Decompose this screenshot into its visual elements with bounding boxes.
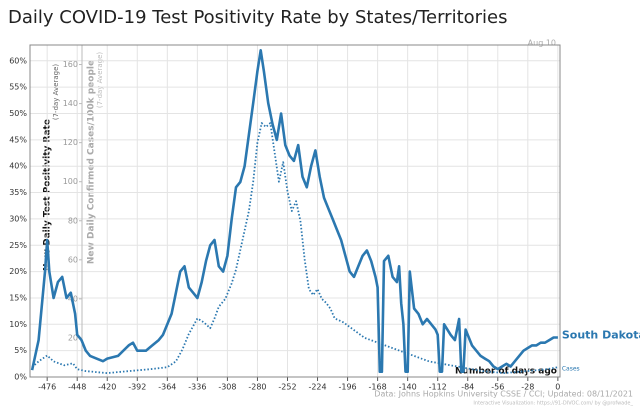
y2-tick-label: 120 — [63, 138, 78, 147]
y-tick-label: 35% — [9, 188, 27, 197]
y-tick-label: 45% — [9, 135, 27, 144]
x-tick-label: -252 — [278, 383, 296, 392]
series-line — [30, 49, 558, 373]
source: Data: Johns Hopkins University CSSE / CC… — [374, 390, 633, 399]
y2-tick-label: 100 — [63, 177, 78, 186]
y2-axis-note: (7-day Average) — [96, 52, 104, 109]
series-label: South Dakota — [562, 328, 640, 341]
plot-frame — [29, 44, 561, 378]
y2-axis-title: New Daily Confirmed Cases/100k people — [87, 60, 97, 264]
x-tick-label: -140 — [399, 383, 417, 392]
chart-title: Daily COVID-19 Test Positivity Rate by S… — [8, 7, 508, 28]
y-tick-label: 25% — [9, 241, 27, 250]
credit: Interactive Visualization: https://91-DI… — [473, 401, 633, 407]
x-tick-label: -28 — [521, 383, 534, 392]
y2-tick-label: 20 — [68, 333, 78, 342]
y-tick-label: 20% — [9, 267, 27, 276]
x-tick-label: -224 — [308, 383, 326, 392]
y2-tick-label: 160 — [63, 60, 78, 69]
x-tick-label: -336 — [188, 383, 206, 392]
y-tick-label: 15% — [9, 293, 27, 302]
x-tick-label: -476 — [38, 383, 56, 392]
y2-tick-label: 60 — [68, 255, 78, 264]
x-tick-label: -420 — [98, 383, 116, 392]
date-label: Aug 10 — [528, 39, 556, 48]
x-tick-label: -448 — [68, 383, 86, 392]
x-tick-label: -112 — [429, 383, 447, 392]
series-label: Cases — [562, 366, 580, 373]
y2-tick-label: 140 — [63, 99, 78, 108]
x-axis-title: Number of days ago — [455, 367, 557, 377]
y-axis-note: (7-day Average) — [52, 64, 60, 121]
x-tick-label: 0 — [555, 383, 560, 392]
y-tick-label: 40% — [9, 162, 27, 171]
y-tick-label: 50% — [9, 109, 27, 118]
x-tick-label: -364 — [158, 383, 176, 392]
y-tick-label: 55% — [9, 83, 27, 92]
y-tick-label: 30% — [9, 214, 27, 223]
x-tick-label: -84 — [461, 383, 474, 392]
x-tick-label: -168 — [369, 383, 387, 392]
x-tick-label: -280 — [248, 383, 266, 392]
x-tick-label: -308 — [218, 383, 236, 392]
y-tick-label: 60% — [9, 56, 27, 65]
y-tick-label: 0% — [14, 373, 27, 382]
x-tick-label: -196 — [338, 383, 356, 392]
x-tick-label: -392 — [128, 383, 146, 392]
series-line — [31, 122, 559, 374]
y2-tick-label: 80 — [68, 216, 78, 225]
y-tick-label: 10% — [9, 320, 27, 329]
x-tick-label: -56 — [491, 383, 504, 392]
y-tick-label: 5% — [14, 346, 27, 355]
